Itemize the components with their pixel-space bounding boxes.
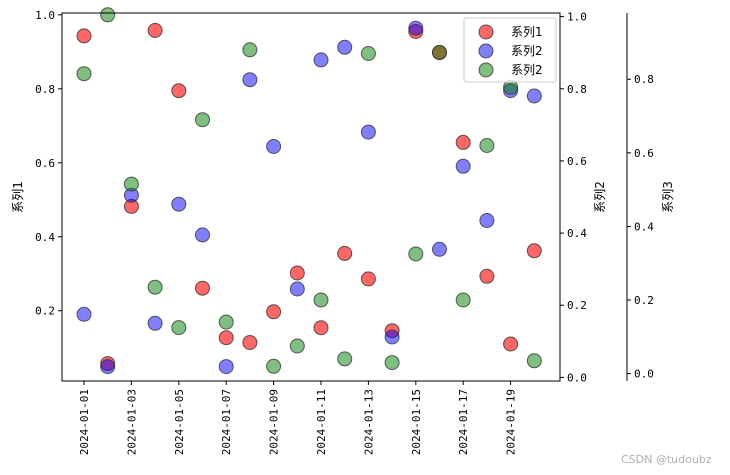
point-series2-12 [360, 124, 376, 140]
point-series3-0 [76, 66, 92, 82]
plot-marks [76, 7, 542, 375]
y2-tick-label-5: 1.0 [567, 11, 587, 24]
y3-tick-label-4: 0.8 [634, 73, 654, 86]
y1-tick-label-1: 0.4 [35, 231, 55, 244]
point-series2-11 [337, 39, 353, 55]
x-tick-label-1: 2024-01-03 [125, 389, 138, 455]
y2-tick-label-2: 0.4 [567, 227, 587, 240]
point-series3-17 [479, 138, 495, 153]
point-series2-17 [479, 213, 495, 228]
point-series2-1 [100, 359, 116, 375]
x-tick-label-2: 2024-01-05 [173, 389, 186, 455]
point-series2-14 [408, 20, 424, 36]
point-series1-6 [218, 330, 234, 346]
y1-tick-label-4: 1.0 [35, 9, 55, 22]
point-series3-19 [526, 353, 542, 369]
point-series3-13 [384, 355, 400, 371]
point-series3-8 [266, 358, 282, 374]
point-series1-19 [526, 243, 542, 259]
plot-area-frame [61, 12, 561, 382]
point-series3-5 [195, 112, 210, 128]
point-series3-4 [171, 320, 187, 336]
point-series2-7 [242, 72, 258, 88]
point-series1-5 [195, 280, 210, 296]
legend-label-series1: 系列1 [511, 25, 543, 39]
point-series3-7 [242, 42, 258, 58]
point-series1-10 [313, 320, 329, 336]
x-tick-label-3: 2024-01-07 [220, 389, 233, 455]
x-tick-label-6: 2024-01-13 [362, 389, 375, 455]
y3-axis: 0.0 0.2 0.4 0.6 0.8 [626, 13, 654, 381]
y1-tick-label-2: 0.6 [35, 157, 55, 170]
point-series2-13 [384, 329, 400, 345]
point-series2-4 [171, 196, 187, 212]
point-series2-0 [76, 306, 92, 322]
y2-tick-label-0: 0.0 [567, 371, 587, 384]
legend: 系列1 系列2 系列2 [463, 17, 557, 83]
y3-tick-label-1: 0.2 [634, 294, 654, 307]
point-series2-10 [313, 52, 329, 68]
legend-marker-series2 [478, 43, 494, 59]
y3-tick-label-0: 0.0 [634, 368, 654, 381]
point-series1-9 [289, 265, 305, 281]
point-series1-8 [266, 304, 282, 320]
point-series2-6 [218, 359, 234, 375]
point-series1-11 [337, 245, 353, 261]
point-series1-18 [503, 336, 519, 352]
y1-tick-label-3: 0.8 [35, 83, 55, 96]
point-series3-11 [337, 351, 353, 367]
legend-label-series2: 系列2 [511, 44, 543, 58]
point-series2-9 [289, 281, 305, 297]
point-series3-16 [455, 292, 471, 308]
legend-label-series3: 系列2 [511, 63, 543, 77]
y2-tick-label-4: 0.8 [567, 83, 587, 96]
x-tick-label-7: 2024-01-15 [410, 389, 423, 455]
y2-axis-label: 系列2 [593, 181, 607, 213]
y2-tick-label-3: 0.6 [567, 155, 587, 168]
y1-axis: 0.2 0.4 0.6 0.8 1.0 [35, 9, 62, 318]
point-series3-14 [408, 246, 424, 262]
x-tick-label-5: 2024-01-11 [315, 389, 328, 455]
point-series3-2 [123, 176, 139, 192]
point-series3-9 [289, 338, 305, 354]
point-series3-3 [147, 279, 163, 295]
point-series3-1 [100, 7, 116, 23]
point-series2-8 [266, 139, 282, 154]
y1-axis-label: 系列1 [11, 181, 25, 213]
point-series3-12 [360, 46, 376, 61]
watermark: CSDN @tudoubz [621, 453, 712, 466]
y2-axis: 0.0 0.2 0.4 0.6 0.8 1.0 [560, 11, 587, 384]
point-series1-12 [360, 271, 376, 287]
x-axis: 2024-01-01 2024-01-03 2024-01-05 2024-01-07… [78, 381, 518, 455]
y3-tick-label-2: 0.4 [634, 220, 654, 233]
point-series2-19 [526, 88, 542, 104]
point-series1-17 [479, 268, 495, 284]
point-series3-6 [218, 314, 234, 330]
x-tick-label-8: 2024-01-17 [457, 389, 470, 455]
y3-axis-label: 系列3 [661, 181, 675, 213]
point-series3-15 [432, 44, 447, 60]
legend-marker-series3 [478, 62, 494, 78]
point-series2-5 [195, 227, 210, 243]
point-series1-16 [455, 134, 471, 150]
legend-marker-series1 [478, 24, 494, 40]
point-series3-10 [313, 292, 329, 308]
y3-tick-label-3: 0.6 [634, 147, 654, 160]
point-series1-0 [76, 28, 92, 44]
point-series2-16 [455, 158, 471, 174]
x-tick-label-0: 2024-01-01 [78, 389, 91, 455]
x-tick-label-9: 2024-01-19 [505, 389, 518, 455]
point-series2-15 [432, 241, 447, 257]
point-series1-4 [171, 83, 187, 99]
y1-tick-label-0: 0.2 [35, 305, 55, 318]
y2-tick-label-1: 0.2 [567, 299, 587, 312]
point-series1-3 [147, 22, 163, 38]
x-tick-label-4: 2024-01-09 [268, 389, 281, 455]
point-series2-3 [147, 315, 163, 331]
point-series1-7 [242, 335, 258, 350]
